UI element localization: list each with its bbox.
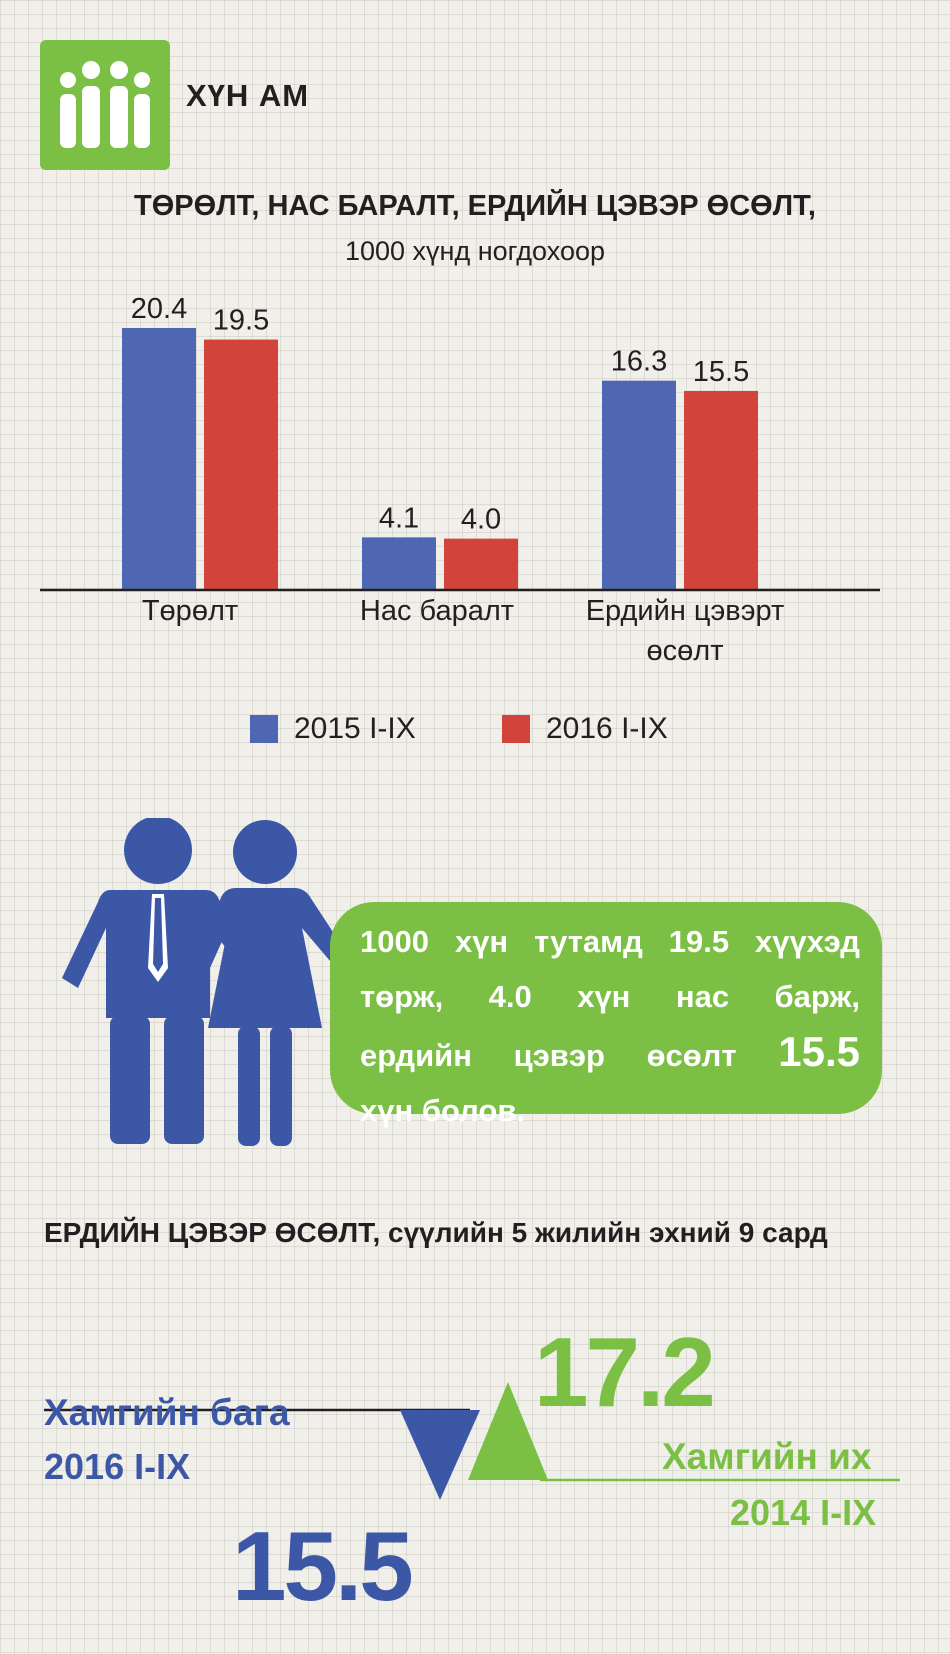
category-label-death: Нас баралт xyxy=(360,595,514,627)
max-period: 2014 I-IX xyxy=(730,1492,877,1533)
up-triangle-icon xyxy=(468,1382,548,1480)
section-title: ХҮН АМ xyxy=(186,78,310,113)
legend-swatch-2016 xyxy=(502,715,530,743)
legend-item-2016: 2016 I-IX xyxy=(502,712,668,746)
woman-body-icon xyxy=(196,888,350,1028)
category-label-birth: Төрөлт xyxy=(142,595,238,627)
max-label: Хамгийн их xyxy=(662,1436,872,1477)
bar-death-2016 xyxy=(444,538,518,590)
callout-line-1: 1000 хүн тутамд 19.5 хүүхэд xyxy=(360,924,860,959)
min-period: 2016 I-IX xyxy=(44,1446,191,1487)
callout-line-2: төрж, 4.0 хүн нас барж, xyxy=(360,979,860,1014)
couple-illustration xyxy=(62,818,350,1146)
callout-line-3-value: 15.5 xyxy=(778,1028,860,1075)
callout-line-4: хүн болов. xyxy=(360,1093,526,1128)
legend-label-2016: 2016 I-IX xyxy=(546,712,668,745)
min-label: Хамгийн бага xyxy=(44,1392,290,1433)
legend-item-2015: 2015 I-IX xyxy=(250,712,416,746)
bar-chart: 20.4 19.5 4.1 4.0 16.3 15.5 Төрөлт Нас баралт Ер… xyxy=(40,293,880,667)
down-triangle-icon xyxy=(400,1410,480,1500)
legend-swatch-2015 xyxy=(250,715,278,743)
data-label-death-2016: 4.0 xyxy=(461,504,501,536)
callout-text: 1000 хүн тутамд 19.5 хүүхэд төрж, 4.0 хү… xyxy=(360,914,860,1138)
bar-growth-2016 xyxy=(684,390,758,590)
callout-line-3: ердийн цэвэр өсөлт 15.5 xyxy=(360,1024,860,1083)
min-max-indicator xyxy=(44,1382,900,1500)
data-label-growth-2016: 15.5 xyxy=(693,356,749,388)
bar-death-2015 xyxy=(362,537,436,590)
data-label-birth-2016: 19.5 xyxy=(213,305,269,337)
people-group-icon xyxy=(60,61,150,148)
growth-title: ЕРДИЙН ЦЭВЭР ӨСӨЛТ, сүүлийн 5 жилийн эхн… xyxy=(44,1217,828,1248)
chart-title: ТӨРӨЛТ, НАС БАРАЛТ, ЕРДИЙН ЦЭВЭР ӨСӨЛТ, xyxy=(134,190,816,222)
man-head-icon xyxy=(124,818,192,884)
bar-birth-2015 xyxy=(122,328,196,590)
callout-bubble xyxy=(330,902,882,1114)
min-value: 15.5 xyxy=(232,1511,414,1621)
max-value: 17.2 xyxy=(534,1317,716,1427)
data-label-death-2015: 4.1 xyxy=(379,502,419,534)
bar-birth-2016 xyxy=(204,339,278,590)
bar-growth-2015 xyxy=(602,380,676,590)
callout-line-3-text: ердийн цэвэр өсөлт xyxy=(360,1038,779,1073)
chart-subtitle: 1000 хүнд ногдохоор xyxy=(344,236,605,266)
logo-box xyxy=(40,40,170,170)
data-label-birth-2015: 20.4 xyxy=(131,293,187,325)
legend-label-2015: 2015 I-IX xyxy=(294,712,416,745)
data-label-growth-2015: 16.3 xyxy=(611,346,667,378)
category-label-growth: Ердийн цэвэрт өсөлт xyxy=(586,595,785,667)
woman-head-icon xyxy=(233,820,297,884)
